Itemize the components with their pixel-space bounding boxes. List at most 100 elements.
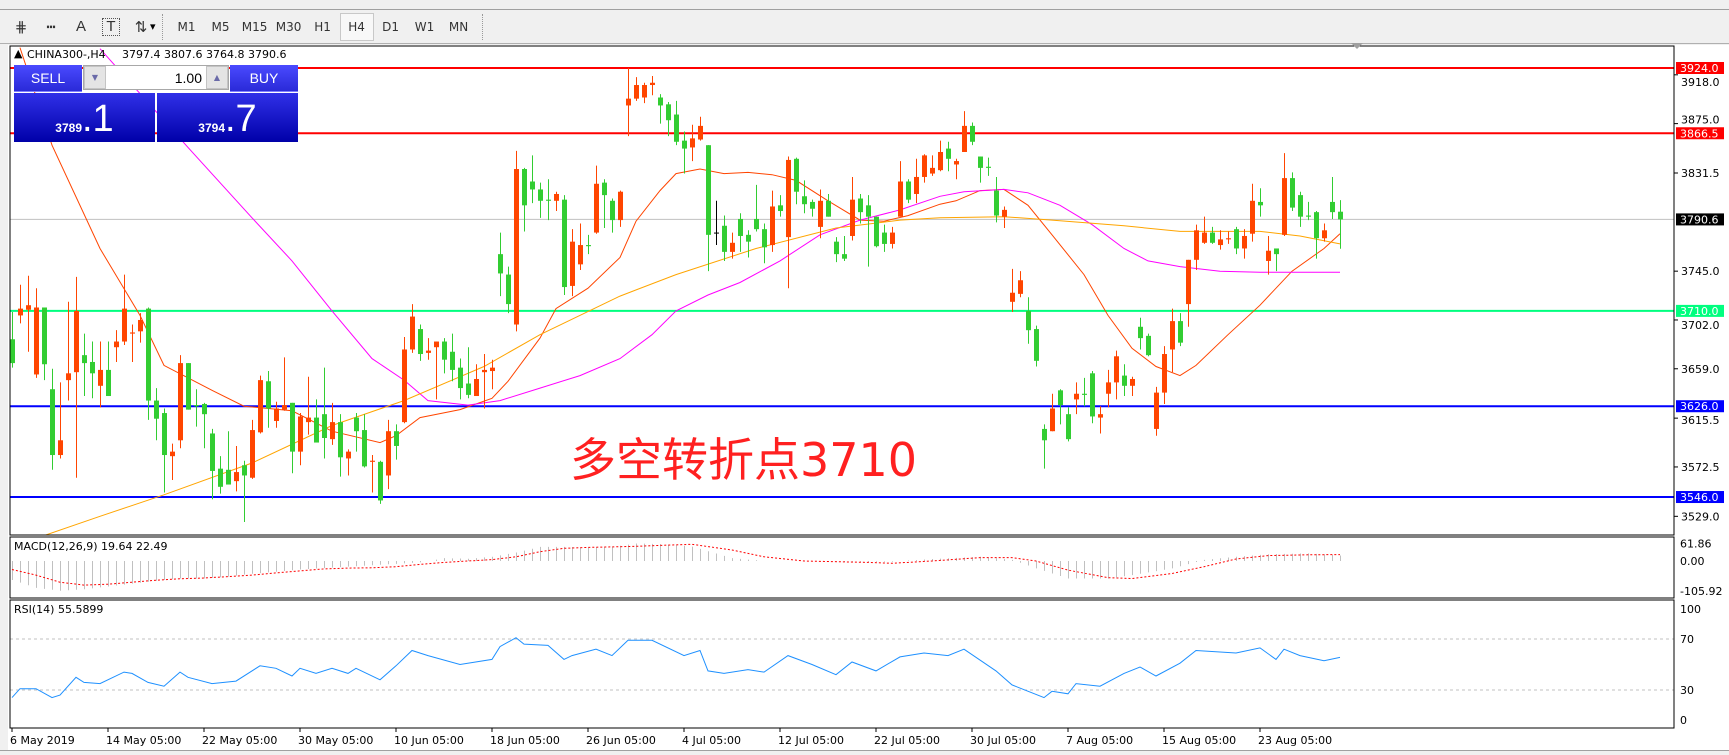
candle (682, 131, 687, 174)
candle (1058, 389, 1063, 425)
candle-body (194, 405, 199, 407)
sell-price-button[interactable]: 3789.1 (14, 93, 155, 142)
period-separator-icon[interactable]: ┅ (46, 18, 56, 36)
candle (562, 195, 567, 295)
candle-body (770, 206, 775, 246)
candle-body (426, 350, 431, 353)
timeframe-m30[interactable]: M30 (275, 19, 302, 34)
candle (1074, 382, 1079, 415)
price-level-badge-label: 3924.0 (1680, 62, 1719, 75)
candle-body (778, 205, 783, 212)
candle (826, 193, 831, 217)
candle (1330, 176, 1335, 219)
candle-body (274, 408, 279, 421)
candle (1162, 346, 1167, 404)
rsi-label: RSI(14) 55.5899 (14, 603, 103, 616)
annotation-text: 多空转折点3710 (570, 433, 917, 487)
candle-body (226, 469, 231, 485)
buy-price-button[interactable]: 3794.7 (157, 93, 298, 142)
lot-size-input[interactable]: ▼ 1.00 ▲ (83, 65, 229, 90)
timeframe-m5[interactable]: M5 (211, 19, 230, 34)
time-axis-label: 7 Aug 05:00 (1066, 734, 1133, 747)
candle-body (1226, 238, 1231, 240)
candle (642, 82, 647, 104)
candle (1178, 313, 1183, 347)
candle (794, 157, 799, 205)
candle (1218, 230, 1223, 250)
candle (482, 354, 487, 409)
candle-body (266, 381, 271, 409)
candle-body (994, 190, 999, 216)
candle (42, 307, 47, 381)
sell-price-tail: .1 (82, 98, 114, 140)
timeframe-mn[interactable]: MN (448, 19, 469, 34)
candle-body (1314, 212, 1319, 239)
macd-label: MACD(12,26,9) 19.64 22.49 (14, 540, 168, 553)
candle (594, 165, 599, 234)
candle (354, 413, 359, 452)
candle (442, 338, 447, 374)
candle (1234, 226, 1239, 255)
buy-button[interactable]: BUY (230, 65, 298, 92)
lot-increase-icon[interactable]: ▲ (206, 66, 228, 89)
candle-body (298, 416, 303, 452)
price-level-badge-label: 3866.5 (1680, 127, 1719, 140)
candle-body (1186, 259, 1191, 305)
chart-grid-icon[interactable]: ⋕ (14, 18, 28, 36)
time-axis-label: 30 May 05:00 (298, 734, 373, 747)
candle-body (306, 417, 311, 423)
candle (490, 359, 495, 390)
timeframe-h4[interactable]: H4 (339, 12, 374, 41)
lot-value[interactable]: 1.00 (174, 69, 202, 86)
candle-body (842, 254, 847, 259)
chart-shift-marker-icon[interactable] (1351, 43, 1363, 49)
candle (770, 190, 775, 252)
timeframe-m1[interactable]: M1 (177, 19, 196, 34)
candle (858, 193, 863, 224)
candle-body (138, 319, 143, 332)
candle-body (634, 85, 639, 99)
candle-body (594, 183, 599, 233)
candle (250, 419, 255, 479)
candle-body (1034, 329, 1039, 361)
timeframe-group: M1 M5 M15 M30 H1 H4 D1 W1 MN (170, 12, 476, 41)
candle (690, 124, 695, 162)
candle-body (1322, 230, 1327, 239)
timeframe-m15[interactable]: M15 (241, 19, 268, 34)
candle-body (874, 216, 879, 247)
arrows-icon[interactable]: ⇅ (134, 18, 148, 36)
candle (674, 100, 679, 146)
candle (234, 445, 239, 492)
collapse-icon[interactable]: ▲ (14, 47, 23, 60)
price-level-badge (1676, 491, 1724, 504)
candle-body (82, 355, 87, 364)
candle-body (642, 85, 647, 98)
text-icon[interactable]: A (75, 18, 86, 35)
candle-body (1090, 373, 1095, 417)
candle (810, 199, 815, 217)
candle-body (218, 468, 223, 487)
price-axis-label: 3702.0 (1681, 319, 1720, 332)
candle-body (10, 339, 15, 364)
candle-body (26, 305, 31, 310)
candle (994, 176, 999, 223)
candle (666, 102, 671, 137)
price-axis-label: 3875.0 (1681, 113, 1720, 126)
timeframe-w1[interactable]: W1 (414, 19, 435, 34)
candle (10, 312, 15, 368)
chevron-down-icon[interactable]: ▾ (150, 20, 156, 33)
candle-body (962, 125, 967, 152)
candle-body (66, 373, 71, 381)
candle-body (610, 200, 615, 221)
timeframe-h1[interactable]: H1 (314, 19, 331, 34)
sell-button[interactable]: SELL (14, 65, 82, 92)
timeframe-d1[interactable]: D1 (382, 19, 399, 34)
lot-decrease-icon[interactable]: ▼ (84, 66, 106, 89)
text-label-icon[interactable]: T (102, 17, 120, 36)
price-level-badge (1676, 400, 1724, 413)
rsi-scale-label: 100 (1680, 603, 1701, 616)
candle-body (1330, 201, 1335, 213)
candle-body (474, 378, 479, 397)
price-level-badge (1676, 304, 1724, 317)
